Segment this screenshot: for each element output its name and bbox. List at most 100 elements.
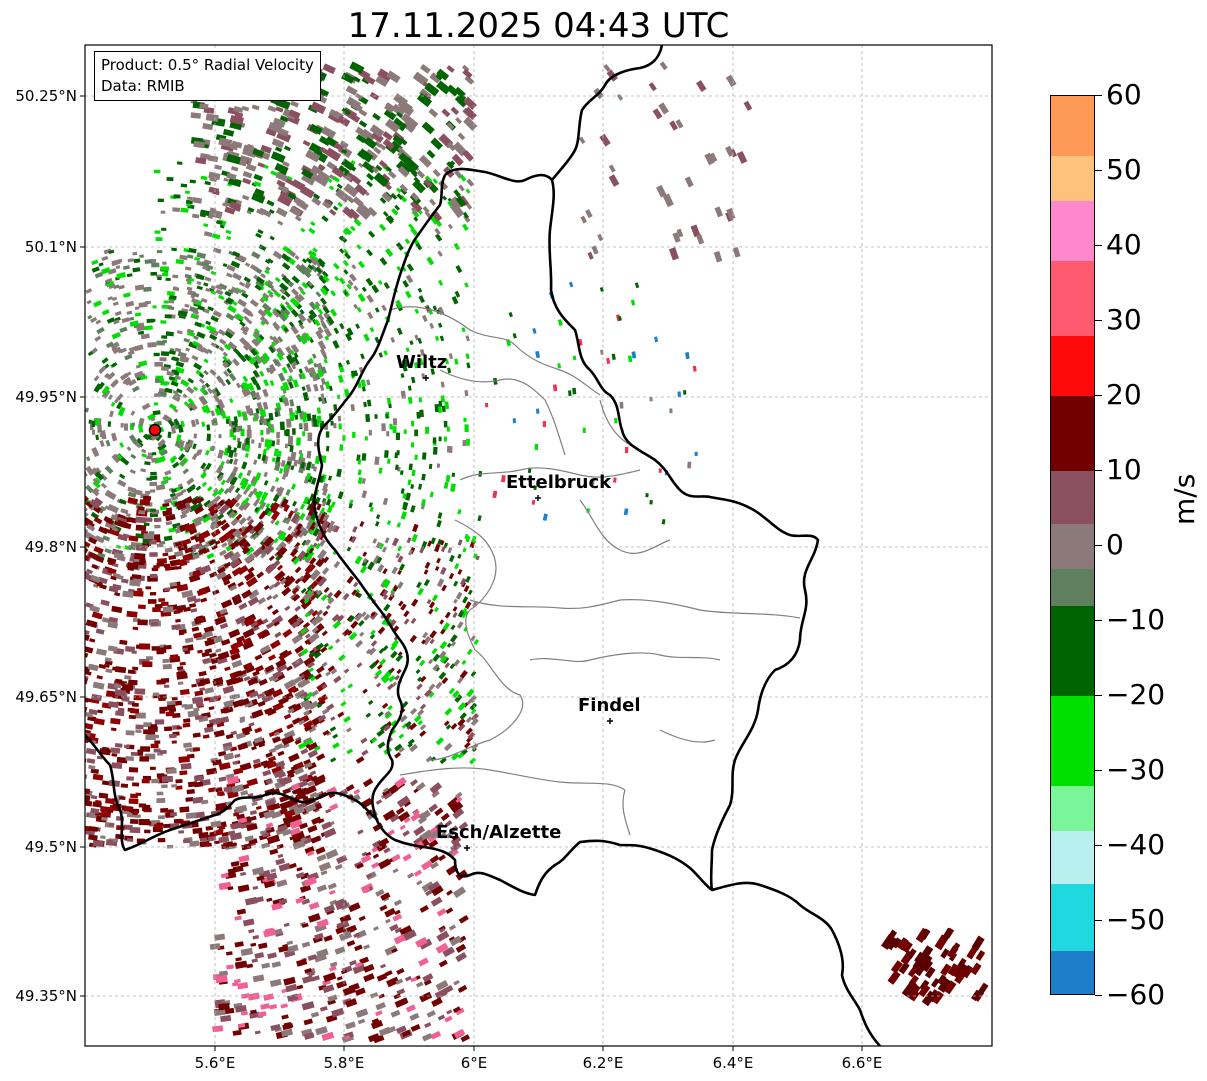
radar-echo-pixel	[103, 663, 110, 668]
radar-echo-pixel	[231, 566, 243, 577]
radar-echo-pixel	[321, 200, 331, 209]
radar-echo-pixel	[101, 816, 108, 822]
radar-echo-pixel	[396, 668, 402, 675]
radar-echo-pixel	[430, 1030, 442, 1040]
radar-echo-pixel	[443, 481, 449, 489]
radar-echo-pixel	[91, 266, 100, 273]
radar-echo-pixel	[341, 72, 355, 84]
radar-echo-pixel	[209, 653, 216, 658]
radar-echo-pixel	[170, 380, 179, 387]
radar-echo-pixel	[296, 984, 304, 990]
radar-echo-pixel	[327, 645, 334, 651]
radar-echo-pixel	[362, 557, 368, 564]
radar-echo-pixel	[348, 905, 357, 912]
radar-echo-pixel	[317, 549, 328, 561]
radar-echo-pixel	[403, 115, 419, 130]
radar-echo-pixel	[314, 932, 324, 941]
radar-echo-pixel	[237, 884, 250, 893]
radar-echo-pixel	[327, 178, 333, 184]
radar-echo-pixel	[413, 176, 421, 184]
radar-echo-pixel	[469, 702, 478, 711]
radar-echo-pixel	[385, 215, 394, 225]
radar-echo-pixel	[188, 574, 201, 583]
radar-echo-pixel	[355, 756, 365, 764]
radar-echo-pixel	[195, 273, 205, 281]
radar-echo-pixel	[255, 805, 262, 810]
radar-echo-pixel	[92, 839, 104, 848]
city-label-findel: Findel	[578, 695, 641, 716]
radar-echo-pixel	[428, 658, 434, 665]
radar-echo-pixel	[533, 485, 537, 491]
radar-echo-pixel	[462, 211, 469, 219]
radar-echo-pixel	[159, 449, 168, 457]
radar-echo-pixel	[225, 733, 234, 740]
radar-echo-pixel	[169, 492, 176, 498]
radar-echo-pixel	[914, 951, 926, 964]
radar-echo-pixel	[266, 708, 277, 717]
radar-echo-pixel	[167, 431, 172, 439]
radar-echo-pixel	[449, 825, 459, 833]
radar-echo-pixel	[122, 590, 134, 598]
radar-echo-pixel	[382, 594, 389, 601]
radar-echo-pixel	[265, 502, 271, 509]
radar-echo-pixel	[156, 791, 164, 796]
radar-echo-pixel	[387, 683, 394, 691]
colorbar-tick-mark	[1095, 845, 1102, 846]
radar-echo-pixel	[92, 480, 101, 489]
radar-echo-pixel	[265, 752, 273, 758]
radar-echo-pixel	[382, 497, 389, 506]
radar-echo-pixel	[434, 227, 441, 236]
radar-echo-pixel	[313, 801, 320, 807]
radar-echo-pixel	[457, 702, 467, 711]
radar-echo-pixel	[231, 593, 242, 603]
radar-echo-pixel	[229, 551, 242, 562]
radar-echo-pixel	[291, 587, 300, 595]
radar-echo-pixel	[445, 474, 451, 483]
radar-echo-pixel	[97, 709, 103, 714]
radar-echo-pixel	[339, 248, 345, 254]
radar-echo-pixel	[432, 305, 438, 311]
radar-echo-pixel	[94, 335, 102, 342]
radar-echo-pixel	[408, 223, 414, 230]
radar-echo-pixel	[223, 699, 236, 709]
radar-echo-pixel	[382, 130, 393, 141]
radar-echo-pixel	[394, 909, 401, 916]
radar-echo-pixel	[306, 544, 316, 555]
radar-echo-pixel	[222, 362, 228, 369]
radar-echo-pixel	[244, 453, 249, 458]
radar-echo-pixel	[420, 860, 433, 871]
radar-site-marker[interactable]	[148, 423, 162, 437]
radar-echo-pixel	[252, 546, 264, 558]
radar-echo-pixel	[306, 450, 312, 459]
radar-echo-pixel	[170, 458, 176, 464]
radar-echo-pixel	[144, 259, 153, 264]
radar-echo-pixel	[325, 445, 330, 452]
radar-echo-pixel	[432, 653, 441, 662]
radar-echo-pixel	[966, 946, 978, 960]
radar-echo-pixel	[246, 143, 254, 150]
radar-echo-pixel	[184, 637, 194, 644]
radar-echo-pixel	[303, 720, 314, 729]
radar-echo-pixel	[421, 881, 435, 893]
radar-echo-pixel	[165, 514, 176, 522]
radar-echo-pixel	[185, 199, 193, 205]
radar-echo-pixel	[178, 755, 190, 763]
radar-echo-pixel	[453, 979, 460, 986]
radar-echo-pixel	[382, 211, 389, 218]
radar-echo-pixel	[364, 436, 368, 441]
radar-echo-pixel	[150, 508, 156, 512]
radar-echo-pixel	[383, 350, 388, 356]
radar-echo-pixel	[195, 157, 207, 165]
radar-echo-pixel	[398, 733, 405, 739]
colorbar-segment	[1051, 96, 1094, 157]
radar-echo-pixel	[111, 296, 118, 301]
radar-echo-pixel	[117, 479, 127, 488]
radar-echo-pixel	[115, 574, 124, 580]
radar-echo-pixel	[283, 713, 292, 720]
radar-echo-pixel	[940, 963, 952, 977]
radar-echo-pixel	[459, 669, 468, 679]
radar-echo-pixel	[350, 620, 359, 629]
radar-echo-pixel	[383, 281, 390, 290]
radar-echo-pixel	[218, 762, 231, 771]
